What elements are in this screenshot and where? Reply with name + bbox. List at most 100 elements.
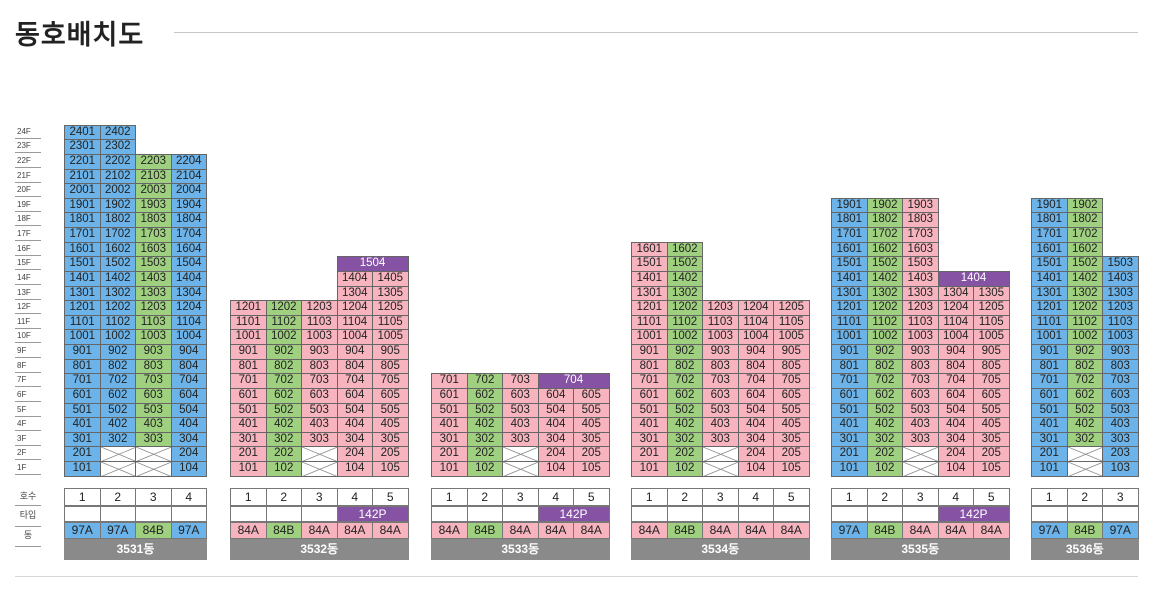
unit-cell[interactable]: 1303: [135, 285, 172, 302]
unit-cell[interactable]: 1001: [230, 329, 267, 346]
unit-cell[interactable]: 501: [631, 402, 668, 419]
unit-cell[interactable]: 1305: [973, 285, 1010, 302]
unit-cell[interactable]: 405: [973, 417, 1010, 433]
unit-cell[interactable]: 101: [631, 461, 668, 477]
unit-cell[interactable]: 403: [301, 417, 338, 433]
unit-cell[interactable]: 1004: [737, 329, 774, 346]
unit-cell[interactable]: 404: [537, 417, 574, 433]
unit-cell[interactable]: 201: [1031, 446, 1068, 462]
unit-cell[interactable]: 2101: [64, 168, 101, 185]
unit-cell[interactable]: 101: [64, 461, 101, 477]
unit-cell[interactable]: 301: [230, 431, 267, 448]
unit-cell[interactable]: 501: [431, 402, 468, 419]
unit-cell[interactable]: 102: [466, 461, 503, 477]
unit-cell[interactable]: 202: [666, 446, 703, 462]
unit-cell[interactable]: 1502: [866, 256, 903, 272]
unit-cell[interactable]: 402: [99, 417, 136, 433]
unit-cell[interactable]: 1003: [1102, 329, 1139, 346]
unit-cell[interactable]: 201: [831, 446, 868, 462]
unit-cell[interactable]: 501: [831, 402, 868, 419]
unit-cell[interactable]: 702: [1066, 373, 1103, 389]
unit-cell[interactable]: 1002: [866, 329, 903, 346]
unit-cell[interactable]: 402: [265, 417, 302, 433]
unit-cell[interactable]: 1004: [336, 329, 373, 346]
unit-cell[interactable]: 502: [265, 402, 302, 419]
unit-cell[interactable]: 2402: [99, 124, 136, 141]
unit-cell[interactable]: 505: [973, 402, 1010, 419]
unit-cell[interactable]: 303: [702, 431, 739, 448]
unit-cell[interactable]: 601: [831, 387, 868, 404]
unit-cell[interactable]: 1602: [866, 241, 903, 258]
unit-cell[interactable]: 1503: [1102, 256, 1139, 272]
unit-cell[interactable]: 205: [372, 446, 409, 462]
unit-cell[interactable]: 401: [64, 417, 101, 433]
unit-cell[interactable]: 1101: [230, 314, 267, 331]
unit-cell[interactable]: 1502: [1066, 256, 1103, 272]
unit-cell[interactable]: 605: [973, 387, 1010, 404]
unit-cell[interactable]: 504: [537, 402, 574, 419]
unit-cell[interactable]: 1604: [170, 241, 207, 258]
unit-cell[interactable]: 703: [902, 373, 939, 389]
unit-cell[interactable]: 503: [702, 402, 739, 419]
unit-cell[interactable]: 2002: [99, 183, 136, 199]
unit-cell[interactable]: 1902: [1066, 197, 1103, 214]
unit-cell[interactable]: 1502: [99, 256, 136, 272]
unit-cell[interactable]: 2001: [64, 183, 101, 199]
unit-cell[interactable]: 703: [301, 373, 338, 389]
unit-cell[interactable]: 1005: [773, 329, 810, 346]
unit-cell-merged[interactable]: 1504: [336, 256, 409, 272]
unit-cell[interactable]: 1702: [866, 227, 903, 243]
unit-cell[interactable]: 801: [230, 358, 267, 375]
unit-cell[interactable]: 1102: [99, 314, 136, 331]
unit-cell[interactable]: 701: [431, 373, 468, 389]
unit-cell[interactable]: 503: [502, 402, 539, 419]
unit-cell[interactable]: 1501: [631, 256, 668, 272]
unit-cell[interactable]: 1102: [666, 314, 703, 331]
unit-cell[interactable]: 1104: [937, 314, 974, 331]
unit-cell[interactable]: 1601: [831, 241, 868, 258]
unit-cell[interactable]: 1601: [1031, 241, 1068, 258]
unit-cell[interactable]: 201: [631, 446, 668, 462]
unit-cell[interactable]: 101: [1031, 461, 1068, 477]
unit-cell[interactable]: 1302: [666, 285, 703, 302]
unit-cell[interactable]: 301: [631, 431, 668, 448]
unit-cell[interactable]: 1102: [265, 314, 302, 331]
unit-cell[interactable]: 1602: [666, 241, 703, 258]
unit-cell[interactable]: 302: [666, 431, 703, 448]
unit-cell[interactable]: 905: [973, 344, 1010, 360]
unit-cell[interactable]: 901: [230, 344, 267, 360]
unit-cell[interactable]: 905: [773, 344, 810, 360]
unit-cell[interactable]: 904: [737, 344, 774, 360]
unit-cell[interactable]: 505: [573, 402, 610, 419]
unit-cell[interactable]: 1404: [170, 270, 207, 287]
unit-cell[interactable]: 803: [301, 358, 338, 375]
unit-cell[interactable]: 502: [99, 402, 136, 419]
unit-cell[interactable]: 403: [702, 417, 739, 433]
unit-cell[interactable]: 405: [773, 417, 810, 433]
unit-cell[interactable]: 2204: [170, 153, 207, 170]
unit-cell[interactable]: 304: [737, 431, 774, 448]
unit-cell[interactable]: 303: [502, 431, 539, 448]
unit-cell[interactable]: 1903: [135, 197, 172, 214]
unit-cell[interactable]: 903: [1102, 344, 1139, 360]
unit-cell[interactable]: 402: [466, 417, 503, 433]
unit-cell[interactable]: 803: [1102, 358, 1139, 375]
unit-cell[interactable]: 1101: [1031, 314, 1068, 331]
unit-cell[interactable]: 1405: [372, 270, 409, 287]
unit-cell[interactable]: 301: [1031, 431, 1068, 448]
unit-cell[interactable]: 1304: [336, 285, 373, 302]
unit-cell[interactable]: 1904: [170, 197, 207, 214]
unit-cell[interactable]: 801: [831, 358, 868, 375]
unit-cell[interactable]: 1204: [937, 300, 974, 316]
unit-cell[interactable]: 604: [737, 387, 774, 404]
unit-cell[interactable]: 201: [431, 446, 468, 462]
unit-cell[interactable]: 901: [64, 344, 101, 360]
unit-cell[interactable]: 202: [265, 446, 302, 462]
unit-cell[interactable]: 802: [666, 358, 703, 375]
unit-cell[interactable]: 704: [737, 373, 774, 389]
unit-cell[interactable]: 1603: [902, 241, 939, 258]
unit-cell[interactable]: 702: [666, 373, 703, 389]
unit-cell[interactable]: 1005: [973, 329, 1010, 346]
unit-cell[interactable]: 1903: [902, 197, 939, 214]
unit-cell[interactable]: 604: [336, 387, 373, 404]
